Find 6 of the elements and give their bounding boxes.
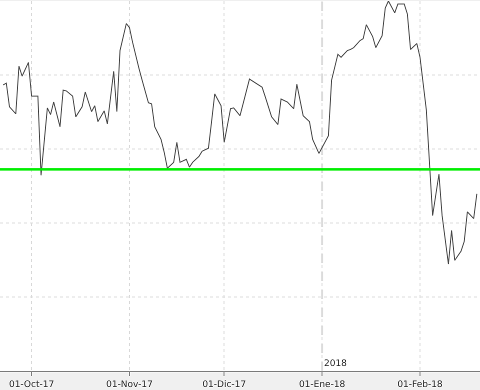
x-tick-label: 01-Nov-17 xyxy=(106,380,153,390)
ref-line-label: 2018 xyxy=(324,359,348,369)
x-tick-label: 01-Oct-17 xyxy=(8,380,54,390)
x-tick-label: 01-Dic-17 xyxy=(202,380,246,390)
x-tick-label: 01-Ene-18 xyxy=(298,380,346,390)
x-tick-label: 01-Feb-18 xyxy=(397,380,443,390)
